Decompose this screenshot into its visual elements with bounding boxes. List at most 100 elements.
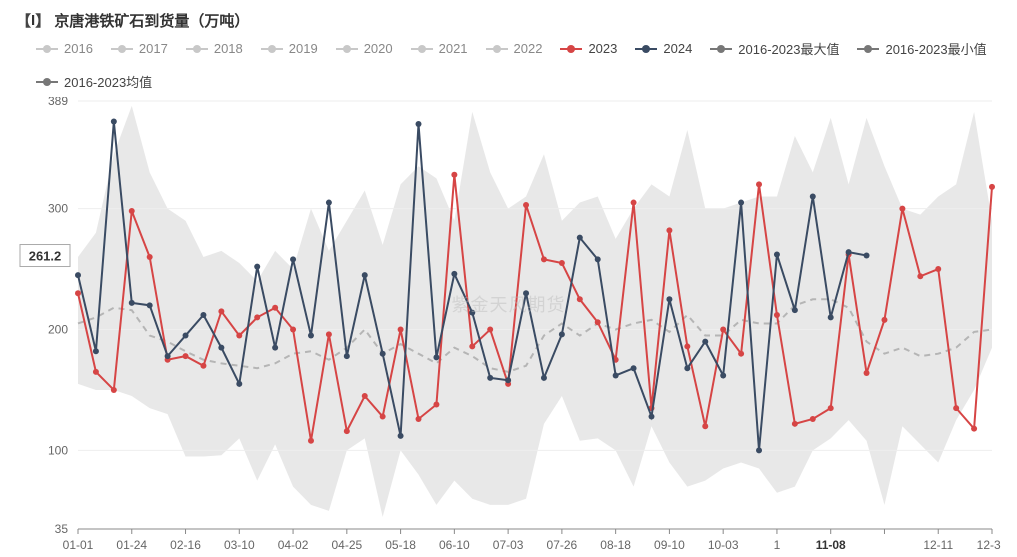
legend-item-9[interactable]: 2016-2023最大值 xyxy=(710,39,839,58)
series-2023-point xyxy=(469,343,475,349)
series-2024-point xyxy=(308,333,314,339)
ytick-label: 300 xyxy=(48,202,68,216)
legend-item-6[interactable]: 2022 xyxy=(486,41,543,56)
series-2024-point xyxy=(433,354,439,360)
series-2024-point xyxy=(451,271,457,277)
series-2023-point xyxy=(487,327,493,333)
xtick-label: 11-08 xyxy=(816,538,846,552)
legend-label: 2016-2023最大值 xyxy=(738,39,839,58)
series-2023-point xyxy=(290,327,296,333)
series-2024-point xyxy=(380,351,386,357)
series-2023-point xyxy=(595,319,601,325)
legend-item-0[interactable]: 2016 xyxy=(36,41,93,56)
series-2023-point xyxy=(971,426,977,432)
series-2023-point xyxy=(129,208,135,214)
series-2023-point xyxy=(756,181,762,187)
series-2023-point xyxy=(416,416,422,422)
series-2024-point xyxy=(828,314,834,320)
series-2023-point xyxy=(147,254,153,260)
legend-marker xyxy=(635,44,657,54)
chart-area: 35100200300389261.201-0101-2402-1603-100… xyxy=(16,97,1001,557)
series-2023-point xyxy=(917,273,923,279)
series-2024-point xyxy=(236,381,242,387)
series-2024-point xyxy=(541,375,547,381)
legend-item-5[interactable]: 2021 xyxy=(411,41,468,56)
series-2024-point xyxy=(254,264,260,270)
title-text: 京唐港铁矿石到货量（万吨） xyxy=(54,10,249,31)
legend-marker xyxy=(486,44,508,54)
series-2023-point xyxy=(702,423,708,429)
series-2023-point xyxy=(362,393,368,399)
series-2024-point xyxy=(756,447,762,453)
series-2024-point xyxy=(469,310,475,316)
series-2024-point xyxy=(720,372,726,378)
ytick-label: 389 xyxy=(48,97,68,108)
series-2024-point xyxy=(864,253,870,259)
xtick-label: 10-03 xyxy=(708,538,739,552)
series-2023-point xyxy=(720,327,726,333)
series-2023-point xyxy=(989,184,995,190)
legend-marker xyxy=(336,44,358,54)
series-2023-point xyxy=(953,405,959,411)
series-2023-point xyxy=(899,206,905,212)
legend-item-1[interactable]: 2017 xyxy=(111,41,168,56)
legend-marker xyxy=(710,44,732,54)
xtick-label: 09-10 xyxy=(654,538,685,552)
series-2024-point xyxy=(577,235,583,241)
legend-marker xyxy=(560,44,582,54)
legend-item-2[interactable]: 2018 xyxy=(186,41,243,56)
series-2024-point xyxy=(792,307,798,313)
ytick-label: 200 xyxy=(48,323,68,337)
series-2023-point xyxy=(577,296,583,302)
legend: 2016 2017 2018 2019 2020 2021 2022 2023 2024 2016… xyxy=(16,39,1001,91)
series-2023-point xyxy=(200,363,206,369)
legend-label: 2019 xyxy=(289,41,318,56)
legend-item-11[interactable]: 2016-2023均值 xyxy=(36,72,152,91)
series-2023-point xyxy=(183,353,189,359)
legend-label: 2016 xyxy=(64,41,93,56)
xtick-label: 01-01 xyxy=(63,538,94,552)
series-2023-point xyxy=(218,308,224,314)
series-2023-point xyxy=(810,416,816,422)
series-2024-point xyxy=(702,339,708,345)
series-2024-point xyxy=(200,312,206,318)
legend-label: 2021 xyxy=(439,41,468,56)
series-2023-point xyxy=(792,421,798,427)
series-2023-point xyxy=(254,314,260,320)
xtick-label: 07-26 xyxy=(547,538,578,552)
legend-item-4[interactable]: 2020 xyxy=(336,41,393,56)
series-2024-point xyxy=(648,414,654,420)
legend-item-8[interactable]: 2024 xyxy=(635,41,692,56)
series-2023-point xyxy=(344,428,350,434)
series-2024-point xyxy=(111,119,117,125)
legend-marker xyxy=(857,44,879,54)
y-highlight-label: 261.2 xyxy=(29,249,62,264)
legend-marker xyxy=(111,44,133,54)
series-2023-point xyxy=(523,202,529,208)
series-2024-point xyxy=(846,249,852,255)
series-2024-point xyxy=(416,121,422,127)
series-2024-point xyxy=(738,200,744,206)
legend-label: 2023 xyxy=(588,41,617,56)
series-2024-point xyxy=(398,433,404,439)
ytick-label: 100 xyxy=(48,443,68,457)
xtick-label: 07-03 xyxy=(493,538,524,552)
series-2024-point xyxy=(75,272,81,278)
series-2024-point xyxy=(362,272,368,278)
series-2023-point xyxy=(559,260,565,266)
series-2023-point xyxy=(738,351,744,357)
series-2024-point xyxy=(559,331,565,337)
legend-item-10[interactable]: 2016-2023最小值 xyxy=(857,39,986,58)
series-2024-point xyxy=(684,365,690,371)
series-2024-point xyxy=(218,345,224,351)
legend-marker xyxy=(261,44,283,54)
series-2024-point xyxy=(487,375,493,381)
series-2024-point xyxy=(774,252,780,258)
xtick-label: 02-16 xyxy=(170,538,201,552)
legend-item-7[interactable]: 2023 xyxy=(560,41,617,56)
legend-marker xyxy=(36,77,58,87)
legend-marker xyxy=(186,44,208,54)
series-2023-point xyxy=(75,290,81,296)
legend-item-3[interactable]: 2019 xyxy=(261,41,318,56)
legend-label: 2022 xyxy=(514,41,543,56)
